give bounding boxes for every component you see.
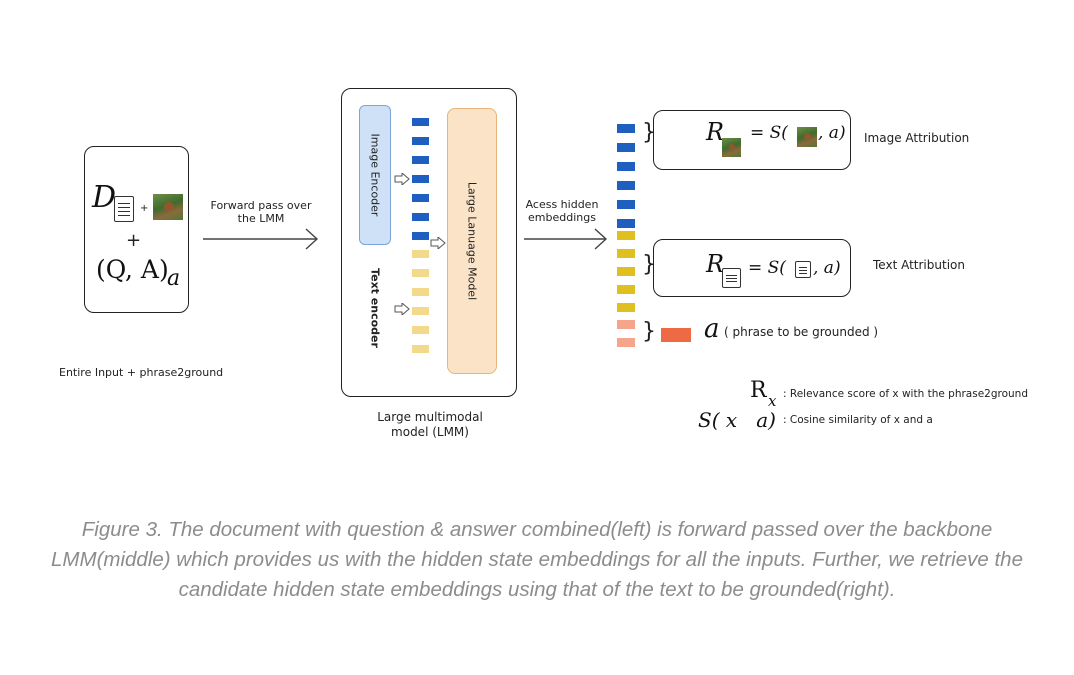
hidden-image-embedding — [617, 200, 635, 209]
brace-phrase: } — [642, 319, 656, 344]
llm-label: Large Lanuage Model — [465, 181, 479, 301]
legend-r-sub: x — [768, 392, 777, 410]
image-token — [412, 213, 429, 221]
text-token — [412, 269, 429, 277]
input-box — [84, 146, 189, 313]
brace-image: } — [642, 120, 656, 145]
brace-text: } — [642, 252, 656, 277]
llm-input-arrow-icon — [430, 237, 446, 249]
image-attr-photo-icon — [797, 127, 817, 147]
arrow2-label: Acess hidden embeddings — [525, 198, 599, 224]
phrase-pooled-embedding — [661, 328, 691, 342]
hidden-image-embedding — [617, 143, 635, 152]
text-token — [412, 288, 429, 296]
legend-r-desc: : Relevance score of x with the phrase2g… — [783, 388, 1028, 400]
text-token — [412, 326, 429, 334]
hidden-text-embedding — [617, 231, 635, 240]
qa-subscript: a — [167, 266, 181, 291]
legend-s: S( x a) — [698, 408, 776, 432]
image-attr-tail: , a) — [818, 123, 846, 143]
phrase-label: ( phrase to be grounded ) — [724, 325, 879, 339]
plus-sign: + — [126, 230, 142, 251]
image-token-arrow-icon — [394, 173, 410, 185]
arrow1-label: Forward pass over the LMM — [210, 199, 312, 225]
hidden-text-embedding — [617, 249, 635, 258]
text-attr-doc-icon — [795, 261, 811, 278]
text-token — [412, 345, 429, 353]
document-icon — [114, 196, 134, 222]
hidden-image-embedding — [617, 181, 635, 190]
image-attribution-label: Image Attribution — [864, 131, 970, 145]
text-token — [412, 250, 429, 258]
text-encoder-label: Text encoder — [368, 268, 382, 348]
hidden-image-embedding — [617, 219, 635, 228]
text-attribution-label: Text Attribution — [873, 258, 965, 272]
legend-r: R — [750, 378, 767, 403]
text-attr-subscript-doc-icon — [722, 268, 741, 288]
hidden-phrase-embedding — [617, 338, 635, 347]
text-token-arrow-icon — [394, 303, 410, 315]
image-encoder: Image Encoder — [359, 105, 391, 245]
image-attr-eq: = S( — [750, 123, 788, 143]
text-attr-r: R — [706, 250, 725, 278]
image-attr-r: R — [706, 118, 725, 146]
text-attr-eq: = S( — [748, 258, 786, 278]
forward-arrow-icon — [203, 228, 319, 250]
input-photo-icon — [153, 194, 183, 220]
legend-s-desc: : Cosine similarity of x and a — [783, 414, 933, 426]
image-token — [412, 156, 429, 164]
hidden-image-embedding — [617, 124, 635, 133]
hidden-text-embedding — [617, 285, 635, 294]
lmm-caption: Large multimodal model (LMM) — [377, 410, 483, 439]
llm-block: Large Lanuage Model — [447, 108, 497, 374]
text-attr-tail: , a) — [813, 258, 841, 278]
figure-caption: Figure 3. The document with question & a… — [51, 518, 1023, 601]
image-token — [412, 137, 429, 145]
image-encoder-label: Image Encoder — [368, 133, 382, 217]
image-token — [412, 118, 429, 126]
image-token — [412, 232, 429, 240]
text-token — [412, 307, 429, 315]
image-token — [412, 175, 429, 183]
phrase-symbol: a — [704, 314, 720, 344]
qa-label: (Q, A) — [96, 255, 169, 284]
image-attr-subscript-photo-icon — [722, 138, 741, 157]
input-caption: Entire Input + phrase2ground — [59, 366, 224, 379]
plus-small: + — [140, 203, 149, 214]
image-token — [412, 194, 429, 202]
hidden-text-embedding — [617, 303, 635, 312]
document-symbol: D — [92, 180, 117, 215]
hidden-image-embedding — [617, 162, 635, 171]
access-arrow-icon — [524, 228, 608, 250]
text-attribution-box — [653, 239, 851, 297]
hidden-text-embedding — [617, 267, 635, 276]
image-attribution-box — [653, 110, 851, 170]
hidden-phrase-embedding — [617, 320, 635, 329]
